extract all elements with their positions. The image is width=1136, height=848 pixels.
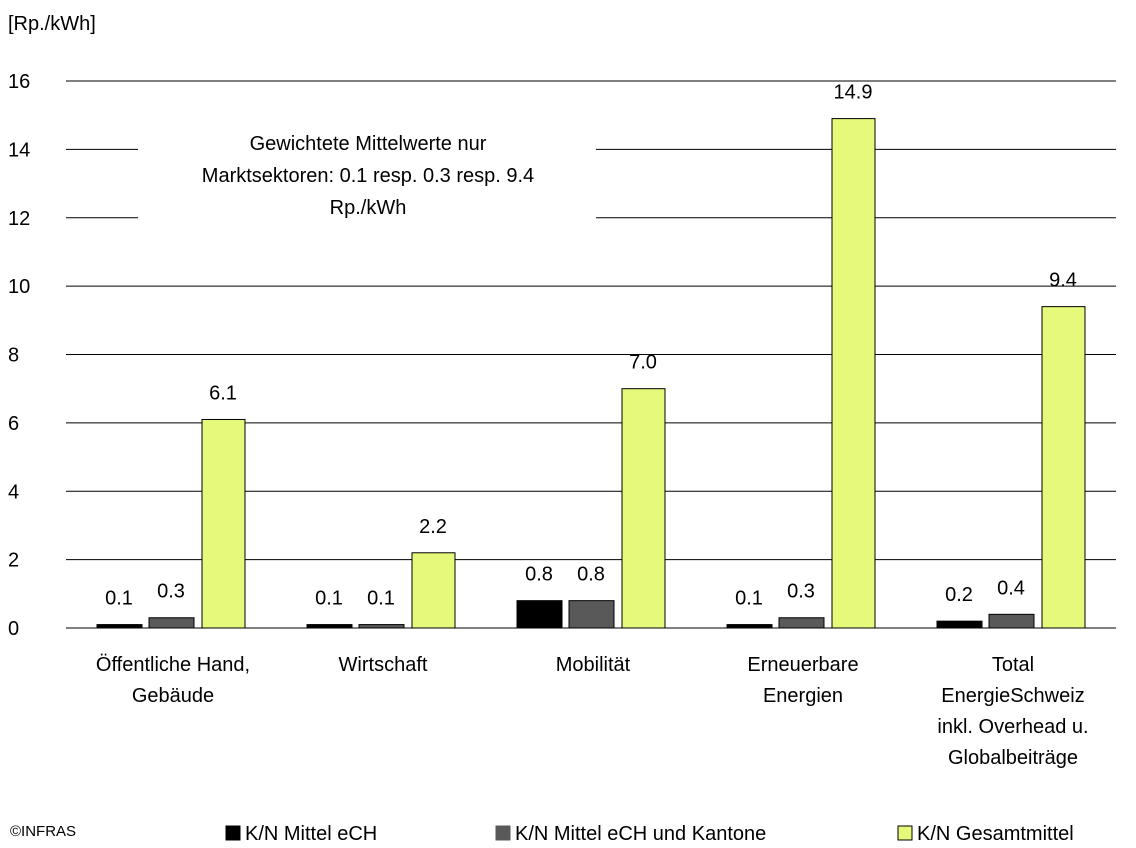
legend-label: K/N Mittel eCH <box>245 823 377 845</box>
y-tick-label: 14 <box>8 139 30 161</box>
bar <box>517 601 562 628</box>
bar <box>989 614 1034 628</box>
data-label: 0.3 <box>157 581 185 603</box>
data-label: 2.2 <box>419 516 447 538</box>
category-label: Total <box>992 654 1034 676</box>
category-label: EnergieSchweiz <box>941 685 1084 707</box>
bar <box>832 119 875 628</box>
legend-swatch <box>898 826 912 840</box>
data-label: 9.4 <box>1049 270 1077 292</box>
category-label: inkl. Overhead u. <box>937 716 1088 738</box>
data-label: 6.1 <box>209 382 237 404</box>
y-tick-label: 12 <box>8 208 30 230</box>
data-label: 0.1 <box>367 588 395 610</box>
data-label: 0.1 <box>105 588 133 610</box>
data-label: 0.2 <box>945 584 973 606</box>
bar <box>412 553 455 628</box>
data-label: 0.1 <box>735 588 763 610</box>
category-labels: Öffentliche Hand, Gebäude Wirtschaft Mobili… <box>96 654 1089 769</box>
y-tick-label: 8 <box>8 345 19 367</box>
legend-label: K/N Mittel eCH und Kantone <box>515 823 766 845</box>
legend-label: K/N Gesamtmittel <box>917 823 1074 845</box>
y-axis-label: [Rp./kWh] <box>8 13 96 35</box>
bar <box>622 389 665 628</box>
legend-swatch <box>496 826 510 840</box>
y-tick-label: 2 <box>8 550 19 572</box>
category-label: Wirtschaft <box>339 654 428 676</box>
y-tick-label: 0 <box>8 618 19 640</box>
copyright-text: ©INFRAS <box>10 823 76 840</box>
category-label: Erneuerbare <box>747 654 858 676</box>
legend: K/N Mittel eCH K/N Mittel eCH und Kantone… <box>226 823 1074 845</box>
data-label: 0.1 <box>315 588 343 610</box>
y-tick-label: 6 <box>8 413 19 435</box>
bar <box>727 625 772 628</box>
category-label: Energien <box>763 685 843 707</box>
data-label: 14.9 <box>834 82 873 104</box>
legend-swatch <box>226 826 240 840</box>
bar <box>779 618 824 628</box>
bar <box>359 625 404 628</box>
bar <box>149 618 194 628</box>
category-label: Mobilität <box>556 654 631 676</box>
bar <box>307 625 352 628</box>
y-tick-labels: 0 2 4 6 8 10 12 14 16 <box>8 71 30 640</box>
annotation-line: Marktsektoren: 0.1 resp. 0.3 resp. 9.4 <box>202 165 534 187</box>
data-label: 0.8 <box>525 564 553 586</box>
annotation-line: Rp./kWh <box>330 197 407 219</box>
bar <box>1042 307 1085 628</box>
y-tick-label: 16 <box>8 71 30 93</box>
data-label: 0.4 <box>997 577 1025 599</box>
y-tick-label: 4 <box>8 481 19 503</box>
bar <box>569 601 614 628</box>
bar <box>937 621 982 628</box>
category-label: Öffentliche Hand, <box>96 654 250 676</box>
annotation-line: Gewichtete Mittelwerte nur <box>250 133 487 155</box>
data-label: 7.0 <box>629 352 657 374</box>
category-label: Globalbeiträge <box>948 747 1078 769</box>
category-label: Gebäude <box>132 685 214 707</box>
data-label: 0.8 <box>577 564 605 586</box>
annotation-box: Gewichtete Mittelwerte nur Marktsektoren:… <box>138 122 596 240</box>
bar <box>97 625 142 628</box>
data-label: 0.3 <box>787 581 815 603</box>
bar <box>202 419 245 628</box>
y-tick-label: 10 <box>8 276 30 298</box>
